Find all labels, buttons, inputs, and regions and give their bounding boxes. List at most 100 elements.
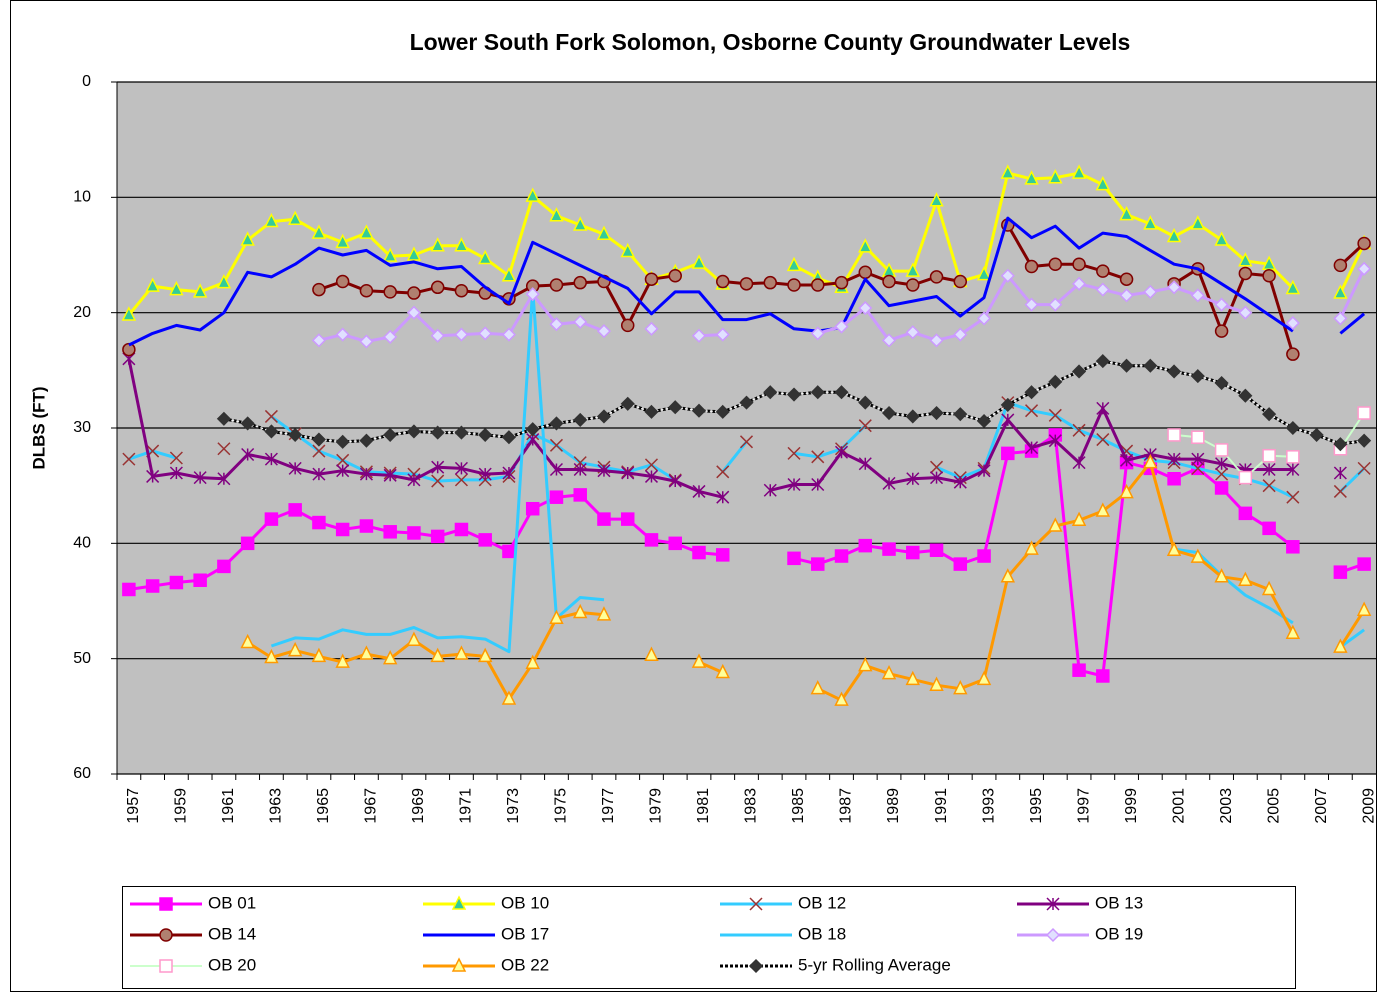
- marker: [122, 342, 136, 357]
- marker: [1215, 457, 1229, 471]
- marker: [620, 318, 635, 333]
- marker: [311, 224, 327, 239]
- marker: [810, 326, 825, 341]
- marker: [1072, 423, 1086, 437]
- marker: [1024, 259, 1039, 274]
- marker: [715, 327, 730, 342]
- marker: [501, 430, 517, 445]
- marker: [240, 416, 255, 431]
- y-tick-label: 40: [73, 535, 91, 552]
- marker: [715, 548, 730, 562]
- marker: [1167, 364, 1182, 379]
- marker: [121, 306, 137, 321]
- marker: [122, 582, 136, 597]
- series: [270, 288, 1365, 654]
- marker: [739, 435, 754, 449]
- marker: [834, 385, 849, 400]
- marker: [1000, 397, 1015, 412]
- marker: [264, 648, 279, 664]
- marker: [359, 519, 374, 533]
- marker: [644, 272, 659, 286]
- legend-label: OB 14: [208, 924, 256, 943]
- marker: [264, 212, 279, 228]
- marker: [1286, 462, 1300, 477]
- chart-title: Lower South Fork Solomon, Osborne County…: [410, 29, 1131, 55]
- marker: [1333, 311, 1348, 326]
- marker: [525, 422, 540, 437]
- x-tick-label: 1963: [268, 788, 285, 824]
- marker: [1333, 638, 1348, 653]
- marker: [811, 477, 825, 492]
- marker: [1333, 466, 1347, 480]
- legend-label: OB 19: [1095, 924, 1143, 943]
- marker: [382, 649, 398, 665]
- x-tick-label: 1969: [410, 788, 427, 824]
- marker: [430, 328, 445, 343]
- marker: [407, 473, 421, 487]
- marker: [288, 503, 302, 517]
- marker: [549, 317, 564, 332]
- marker: [1166, 541, 1182, 557]
- marker: [383, 525, 397, 539]
- marker: [1214, 443, 1229, 457]
- marker: [715, 404, 730, 419]
- x-tick-label: 1997: [1075, 788, 1092, 824]
- marker: [763, 483, 777, 497]
- marker: [1333, 484, 1347, 498]
- legend-label: 5-yr Rolling Average: [798, 955, 951, 974]
- marker: [1001, 446, 1015, 461]
- marker: [382, 247, 398, 262]
- marker: [1000, 568, 1016, 583]
- marker: [451, 957, 467, 972]
- marker: [216, 274, 232, 289]
- marker: [454, 522, 469, 537]
- marker: [953, 475, 967, 489]
- marker: [573, 216, 588, 231]
- x-tick-label: 1965: [315, 788, 332, 824]
- marker: [454, 237, 469, 252]
- marker: [454, 284, 469, 298]
- x-tick-label: 1993: [980, 788, 997, 824]
- marker: [668, 474, 682, 488]
- marker: [882, 542, 896, 556]
- marker: [501, 327, 517, 342]
- marker: [1238, 470, 1253, 485]
- marker: [287, 210, 303, 225]
- marker: [834, 691, 849, 706]
- legend-label: OB 10: [501, 893, 549, 912]
- marker: [1048, 297, 1063, 312]
- marker: [359, 284, 374, 298]
- legend-item: OB 14: [130, 924, 256, 943]
- marker: [1071, 164, 1087, 179]
- marker: [336, 464, 350, 478]
- marker: [1096, 669, 1110, 683]
- marker: [1285, 315, 1300, 331]
- marker: [1072, 257, 1086, 271]
- marker: [644, 469, 659, 483]
- marker: [335, 233, 350, 249]
- marker: [240, 231, 255, 246]
- marker: [1262, 407, 1277, 422]
- marker: [1214, 568, 1229, 583]
- marker: [976, 265, 992, 281]
- marker: [1238, 571, 1253, 586]
- legend-item: OB 01: [130, 893, 256, 912]
- x-tick-label: 2001: [1170, 788, 1187, 824]
- marker: [834, 319, 849, 334]
- marker: [359, 433, 374, 448]
- x-tick-label: 1971: [458, 788, 475, 824]
- marker: [1357, 433, 1372, 448]
- marker: [573, 314, 588, 329]
- marker: [976, 414, 992, 429]
- marker: [406, 305, 421, 320]
- marker: [159, 959, 173, 973]
- marker: [858, 538, 873, 553]
- x-tick-label: 2003: [1218, 788, 1235, 824]
- marker: [122, 452, 136, 466]
- x-tick-label: 1995: [1028, 788, 1045, 824]
- marker: [525, 287, 540, 302]
- series: [311, 261, 1372, 349]
- marker: [1167, 471, 1181, 486]
- marker: [953, 274, 968, 289]
- marker: [1357, 236, 1371, 251]
